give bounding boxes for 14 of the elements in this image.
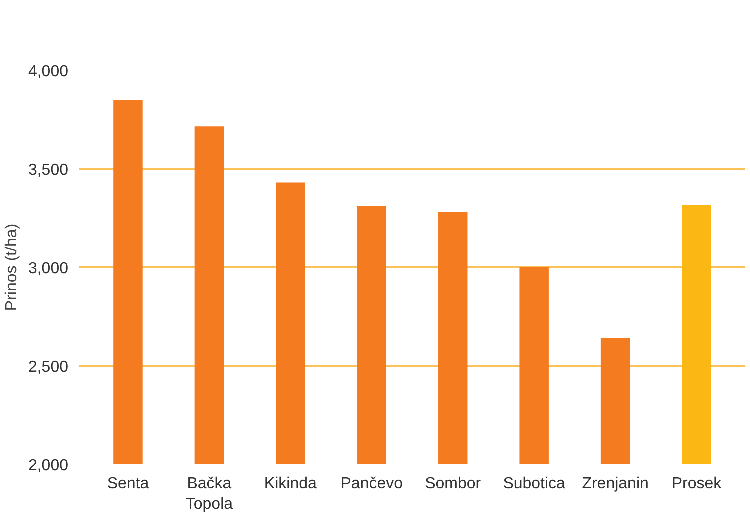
- y-tick-label: 4,000: [28, 64, 69, 80]
- y-tick-label: 2,000: [28, 458, 69, 474]
- x-tick-label: Senta: [107, 476, 150, 492]
- x-tick-label: Sombor: [425, 476, 482, 492]
- x-tick-label: Bačka Topola: [186, 476, 234, 513]
- x-tick-label: Prosek: [672, 476, 723, 492]
- x-tick-label: Subotica: [503, 476, 566, 492]
- x-tick-label: Zrenjanin: [582, 476, 649, 492]
- y-tick-label: 3,500: [28, 162, 69, 179]
- y-tick-label: 2,500: [28, 359, 69, 376]
- x-tick-label: Pančevo: [340, 476, 404, 492]
- x-tick-label: Kikinda: [264, 476, 318, 492]
- y-axis-title: Prinos (t/ha): [3, 224, 20, 312]
- y-tick-label: 3,000: [28, 260, 69, 278]
